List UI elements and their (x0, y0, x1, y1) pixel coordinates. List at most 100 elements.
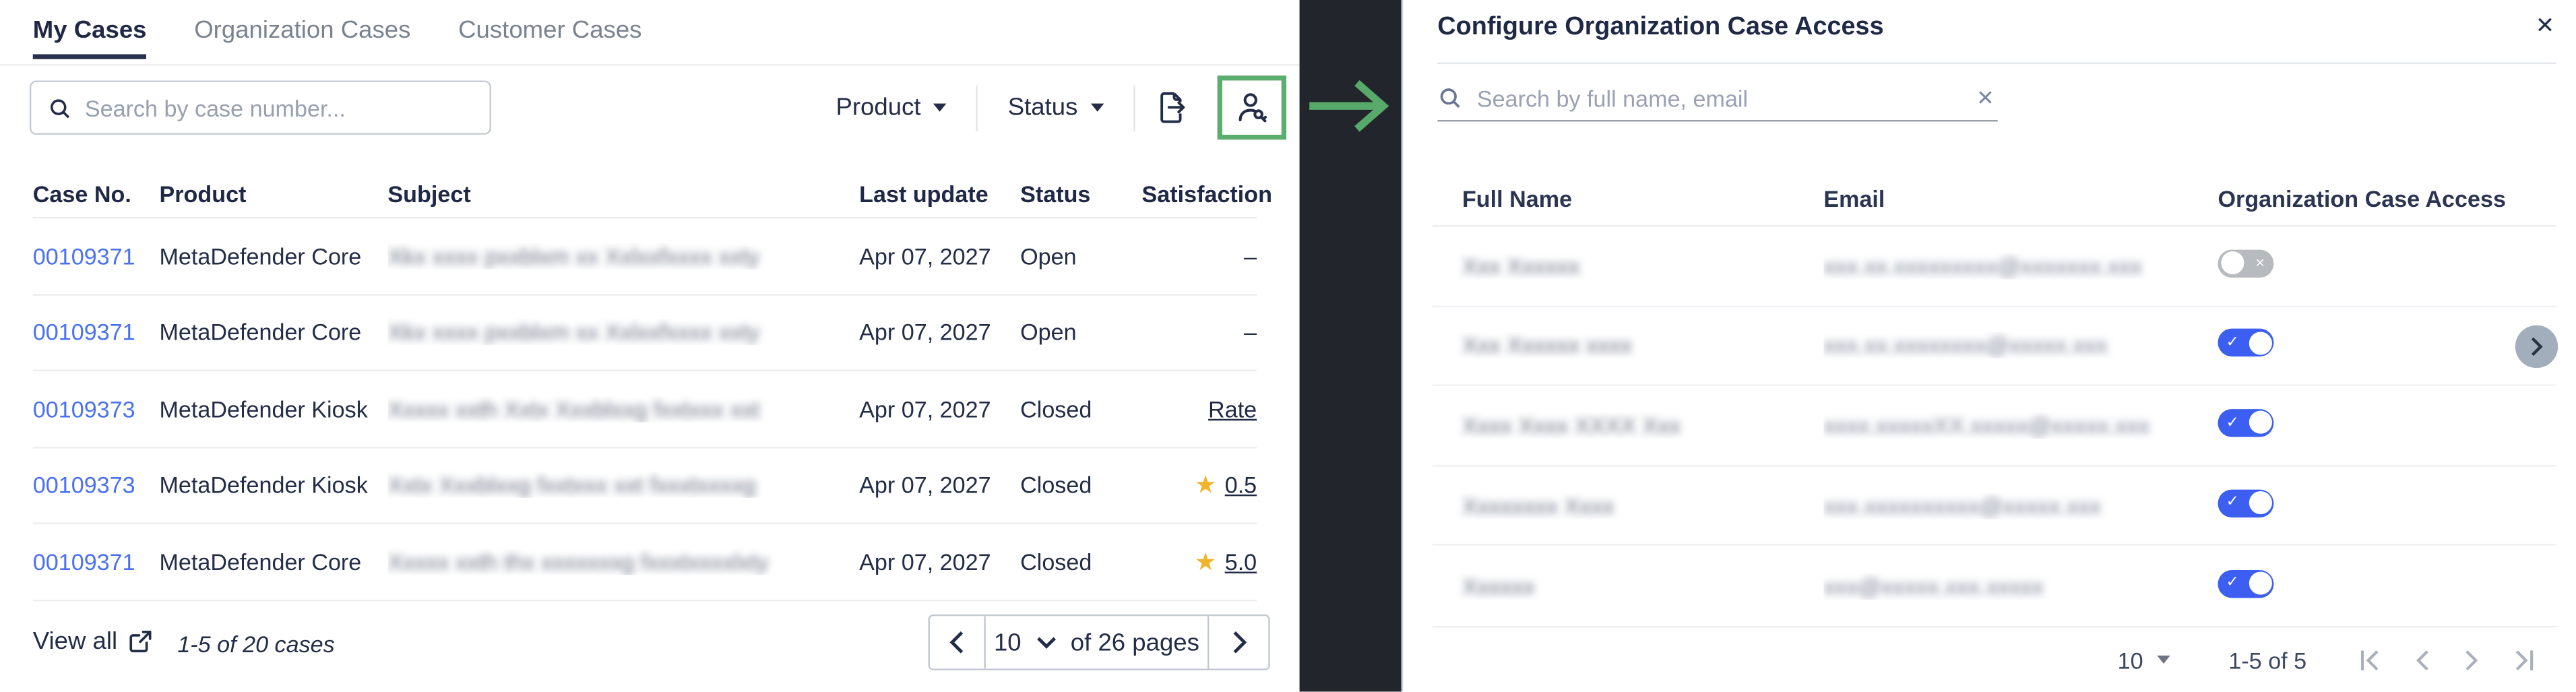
subject-cell-redacted: Xkx xxxx pxxblxm xx Xxlxxfxxxx xxty (387, 243, 760, 270)
org-case-access-toggle[interactable]: ✓ × (2218, 409, 2274, 437)
product-filter-dropdown[interactable]: Product (807, 94, 977, 121)
email-redacted: xxx@xxxxx.xxx.xxxxx (1823, 573, 2044, 600)
table-row: Xxx Xxxxxx xxxx xxx.xx.xxxxxxxx@xxxxx.xx… (1433, 307, 2556, 387)
subject-cell-redacted: Xkx xxxx pxxblxm xx Xxlxxfxxxx xxty (387, 319, 760, 346)
status-cell: Closed (1020, 472, 1092, 499)
tab-my-cases[interactable]: My Cases (32, 16, 148, 59)
star-icon: ★ (1194, 548, 1217, 577)
cross-icon: × (2255, 253, 2265, 272)
clear-search-icon[interactable]: ✕ (1976, 84, 1994, 110)
email-redacted: xxxx.xxxxxXX.xxxxx@xxxxx.xxx (1823, 412, 2150, 439)
tab-customer-cases[interactable]: Customer Cases (458, 16, 642, 44)
close-icon[interactable]: ✕ (2535, 11, 2555, 38)
next-page-button[interactable] (2464, 648, 2479, 671)
chevron-right-icon (1232, 631, 1247, 654)
check-icon: ✓ (2226, 334, 2240, 352)
case-number-link[interactable]: 00109371 (32, 243, 135, 270)
user-search-box[interactable]: ✕ (1437, 75, 1998, 122)
configure-access-panel: Configure Organization Case Access ✕ ✕ F… (1401, 0, 2576, 692)
last-page-button[interactable] (2513, 648, 2535, 671)
col-org-case-access: Organization Case Access (2218, 185, 2506, 212)
search-icon (50, 98, 70, 118)
status-filter-dropdown[interactable]: Status (978, 94, 1133, 121)
table-row: Xxxxxx xxx@xxxxx.xxx.xxxxx ✓ × (1433, 546, 2556, 625)
prev-page-button[interactable] (930, 616, 986, 669)
page-size-selector[interactable]: 10 (2118, 646, 2170, 672)
toggle-knob (2248, 332, 2271, 355)
last-update-cell: Apr 07, 2027 (859, 243, 991, 270)
product-filter-label: Product (836, 93, 921, 122)
pagination-nav (2359, 648, 2556, 671)
col-status: Status (1020, 179, 1091, 206)
case-search-box[interactable] (29, 80, 492, 135)
case-number-link[interactable]: 00109373 (32, 395, 135, 422)
chevron-right-icon (2531, 337, 2543, 356)
cases-toolbar: Product Status (0, 75, 1300, 140)
col-subject: Subject (387, 179, 471, 206)
chevron-down-icon (1090, 103, 1104, 112)
org-case-access-toggle[interactable]: ✓ × (2218, 249, 2274, 278)
configure-case-access-button[interactable] (1235, 90, 1268, 125)
last-update-cell: Apr 07, 2027 (859, 319, 991, 346)
tabs-divider (0, 63, 1300, 65)
full-name-redacted: Xxxx Xxxx XXXX Xxx (1462, 412, 1681, 439)
toggle-knob (2248, 411, 2271, 435)
chevron-down-icon (934, 103, 947, 112)
org-case-access-toggle[interactable]: ✓ × (2218, 489, 2274, 517)
status-cell: Closed (1020, 395, 1092, 422)
highlight-frame (1217, 75, 1287, 140)
filter-group: Product Status (807, 75, 1287, 140)
table-row: Xxxx Xxxx XXXX Xxx xxxx.xxxxxXX.xxxxx@xx… (1433, 386, 2556, 466)
case-number-link[interactable]: 00109371 (32, 548, 135, 575)
rating-value-link[interactable]: 0.5 (1224, 472, 1257, 499)
page-size-value: 10 (993, 628, 1022, 657)
full-name-redacted: Xxxxxx (1462, 573, 1536, 600)
pages-total-text: of 26 pages (1070, 628, 1199, 657)
last-update-cell: Apr 07, 2027 (859, 548, 991, 575)
first-page-button[interactable] (2359, 648, 2381, 671)
status-cell: Open (1020, 243, 1077, 270)
email-redacted: xxx.xx.xxxxxxxx@xxxxx.xxx (1823, 332, 2108, 359)
panel-gap-backdrop (1299, 0, 1402, 692)
view-all-link[interactable]: View all (33, 627, 154, 656)
satisfaction-empty: – (1244, 319, 1257, 346)
panel-title: Configure Organization Case Access (1437, 13, 1884, 41)
col-last-update: Last update (859, 179, 988, 206)
full-name-redacted: Xxxxxxxx Xxxx (1462, 492, 1614, 519)
case-number-link[interactable]: 00109373 (32, 472, 135, 499)
check-icon: ✓ (2226, 573, 2240, 592)
search-icon (1440, 88, 1460, 108)
chevron-down-icon (1036, 637, 1056, 649)
next-page-button[interactable] (1207, 616, 1268, 669)
toggle-knob (2248, 571, 2271, 596)
org-case-access-toggle[interactable]: ✓ × (2218, 569, 2274, 598)
col-email: Email (1823, 185, 1885, 212)
divider (1437, 62, 2556, 65)
cases-table-body: 00109371 MetaDefender Core Xkx xxxx pxxb… (0, 218, 1300, 601)
user-search-input[interactable] (1476, 84, 1959, 111)
export-cases-button[interactable] (1135, 90, 1210, 125)
rating-value-link[interactable]: 5.0 (1224, 548, 1257, 575)
col-satisfaction: Satisfaction (1141, 179, 1272, 206)
product-cell: MetaDefender Core (159, 548, 362, 575)
cases-pagination: 10 of 26 pages (928, 614, 1270, 670)
scroll-right-button[interactable] (2515, 325, 2558, 369)
toggle-knob (2248, 491, 2271, 515)
rate-case-link[interactable]: Rate (1208, 395, 1257, 422)
satisfaction-empty: – (1244, 243, 1257, 270)
col-full-name: Full Name (1462, 185, 1573, 212)
cases-footer: View all 1-5 of 20 cases 10 of 26 pages (0, 601, 1300, 691)
page-size-selector[interactable]: 10 of 26 pages (986, 616, 1207, 668)
cases-panel: My Cases Organization Cases Customer Cas… (0, 16, 1300, 691)
case-number-link[interactable]: 00109371 (32, 319, 135, 346)
subject-cell-redacted: Xxxxx xxth thx xxxxxxxg fxxxtxxxxlxty (387, 548, 769, 575)
skip-first-icon (2360, 650, 2379, 670)
prev-page-button[interactable] (2415, 648, 2430, 671)
skip-last-icon (2515, 650, 2534, 670)
table-row: 00109371 MetaDefender Core Xxxxx xxth th… (32, 524, 1257, 601)
case-search-input[interactable] (84, 94, 474, 121)
tab-organization-cases[interactable]: Organization Cases (194, 16, 411, 44)
full-name-redacted: Xxx Xxxxxx xxxx (1462, 332, 1633, 359)
org-case-access-toggle[interactable]: ✓ × (2218, 329, 2274, 358)
cases-tabs: My Cases Organization Cases Customer Cas… (32, 16, 642, 59)
